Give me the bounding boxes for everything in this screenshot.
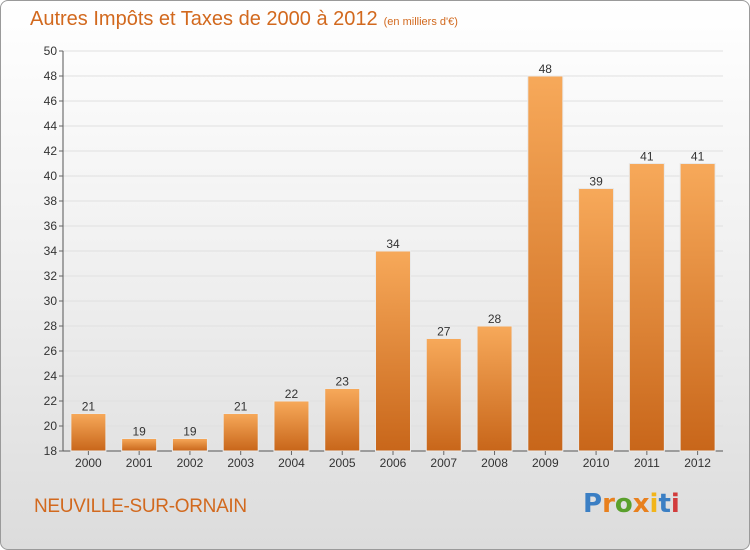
x-tick-label-2007: 2007: [430, 456, 457, 470]
x-tick-label-2006: 2006: [380, 456, 407, 470]
data-label-2000: 21: [82, 400, 96, 414]
y-tick-label: 46: [44, 94, 58, 108]
bar-2007: [425, 338, 462, 452]
bar-2006: [375, 250, 411, 452]
y-tick-label: 36: [44, 219, 58, 233]
x-tick-label-2011: 2011: [634, 456, 660, 470]
logo-letter: r: [602, 489, 615, 519]
logo-letter: i: [670, 489, 680, 519]
y-tick-label: 38: [44, 194, 58, 208]
data-label-2004: 22: [285, 387, 299, 401]
logo-letter: o: [614, 489, 633, 519]
chart-subtitle: (en milliers d'€): [383, 16, 458, 28]
bars: [70, 75, 716, 452]
x-tick-label-2004: 2004: [278, 456, 305, 470]
y-tick-label: 18: [44, 444, 58, 458]
data-label-2002: 19: [183, 425, 197, 439]
x-tick-label-2003: 2003: [227, 456, 254, 470]
y-tick-label: 42: [44, 144, 58, 158]
data-labels: 21 19 19 21 22 23 34 27 28 48 39 41 41: [82, 62, 705, 439]
data-label-2003: 21: [234, 400, 248, 414]
y-tick-label: 32: [44, 269, 58, 283]
bar-2001: [121, 438, 158, 452]
x-tick-label-2008: 2008: [481, 456, 508, 470]
data-label-2006: 34: [386, 237, 400, 251]
y-tick-label: 40: [44, 169, 58, 183]
x-tick-label-2002: 2002: [177, 456, 204, 470]
data-label-2009: 48: [539, 62, 553, 76]
bar-2005: [324, 388, 361, 452]
y-axis-ticks: 18 20 22 24 26 28 30 32 34 36 38 40 42 44 46 48 50: [44, 44, 63, 458]
data-label-2010: 39: [589, 175, 603, 189]
x-tick-label-2000: 2000: [75, 456, 102, 470]
city-name: NEUVILLE-SUR-ORNAIN: [34, 496, 247, 517]
data-label-2001: 19: [132, 425, 146, 439]
x-axis-ticks: 2000 2001 2002 2003 2004 2005 2006 2007 2008 2009…: [75, 451, 711, 470]
bar-2003: [222, 413, 259, 452]
logo-letter: i: [649, 489, 659, 519]
x-tick-label-2012: 2012: [684, 456, 711, 470]
bar-2008: [476, 325, 513, 452]
bar-2010: [578, 188, 615, 452]
bar-2000: [70, 413, 107, 452]
bar-2012: [679, 163, 716, 452]
x-tick-label-2009: 2009: [532, 456, 559, 470]
x-tick-label-2005: 2005: [329, 456, 356, 470]
y-tick-label: 34: [44, 244, 58, 258]
proxiti-logo: Proxiti: [583, 489, 680, 519]
data-label-2008: 28: [488, 312, 502, 326]
x-tick-label-2001: 2001: [126, 456, 153, 470]
chart-title: Autres Impôts et Taxes de 2000 à 2012 (en…: [30, 8, 458, 31]
data-label-2007: 27: [437, 325, 451, 339]
y-tick-label: 24: [44, 369, 58, 383]
y-tick-label: 50: [44, 44, 58, 58]
y-tick-label: 20: [44, 419, 58, 433]
logo-letter: P: [583, 489, 603, 519]
bar-2004: [273, 400, 310, 452]
y-tick-label: 30: [44, 294, 58, 308]
data-label-2012: 41: [691, 150, 705, 164]
y-tick-label: 48: [44, 69, 58, 83]
y-tick-label: 26: [44, 344, 58, 358]
bar-2002: [171, 438, 208, 452]
x-tick-label-2010: 2010: [583, 456, 610, 470]
y-tick-label: 22: [44, 394, 58, 408]
logo-letter: x: [632, 489, 650, 519]
chart-title-text: Autres Impôts et Taxes de 2000 à 2012: [30, 8, 378, 30]
logo-letter: t: [658, 489, 671, 519]
y-tick-label: 28: [44, 319, 58, 333]
y-tick-label: 44: [44, 119, 58, 133]
bar-2009: [527, 75, 564, 452]
data-label-2011: 41: [640, 150, 654, 164]
bar-2011: [628, 163, 665, 452]
data-label-2005: 23: [336, 375, 350, 389]
